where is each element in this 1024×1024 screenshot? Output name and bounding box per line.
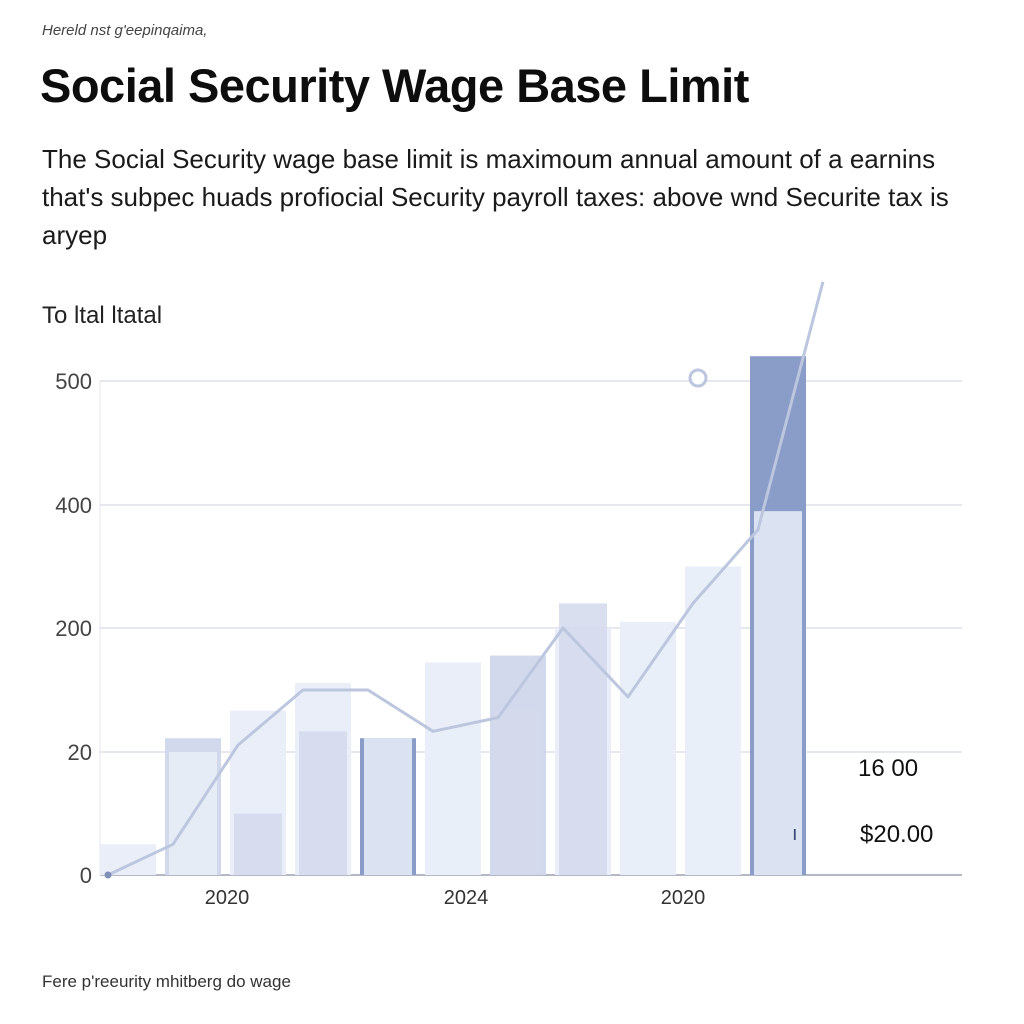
trend-line-start-point	[104, 871, 112, 879]
chart-kicker: Hereld nst g'eepinqaima,	[42, 22, 208, 39]
y-tick-label: 500	[55, 369, 92, 394]
y-tick-label: 400	[55, 493, 92, 518]
y-tick-label: 20	[68, 740, 92, 765]
x-tick-label: 2020	[661, 887, 706, 909]
data-annotation: 16 00	[858, 755, 918, 782]
bar	[754, 511, 802, 875]
bar	[494, 710, 542, 875]
bar	[234, 813, 282, 875]
bar	[100, 844, 156, 875]
chart-footnote: Fere p'reeurity mhitberg do wage	[42, 972, 291, 991]
annotation-marker: ı	[792, 823, 798, 845]
y-tick-label: 0	[80, 863, 92, 888]
bar	[689, 566, 737, 875]
y-tick-label: 200	[55, 616, 92, 641]
x-tick-label: 2020	[205, 887, 250, 909]
data-annotation: $20.00	[860, 821, 933, 848]
bar	[624, 641, 672, 875]
bar	[429, 727, 477, 875]
bar	[364, 738, 412, 875]
trend-line	[107, 281, 825, 877]
trend-line-end-point	[688, 368, 708, 388]
bar	[299, 731, 347, 875]
bar	[559, 603, 607, 875]
x-tick-label: 2024	[444, 887, 489, 909]
page-title: Social Security Wage Base Limit	[40, 59, 749, 112]
chart-description: The Social Security wage base limit is m…	[42, 144, 949, 250]
chart-title: To ltal ltatal	[42, 302, 163, 329]
